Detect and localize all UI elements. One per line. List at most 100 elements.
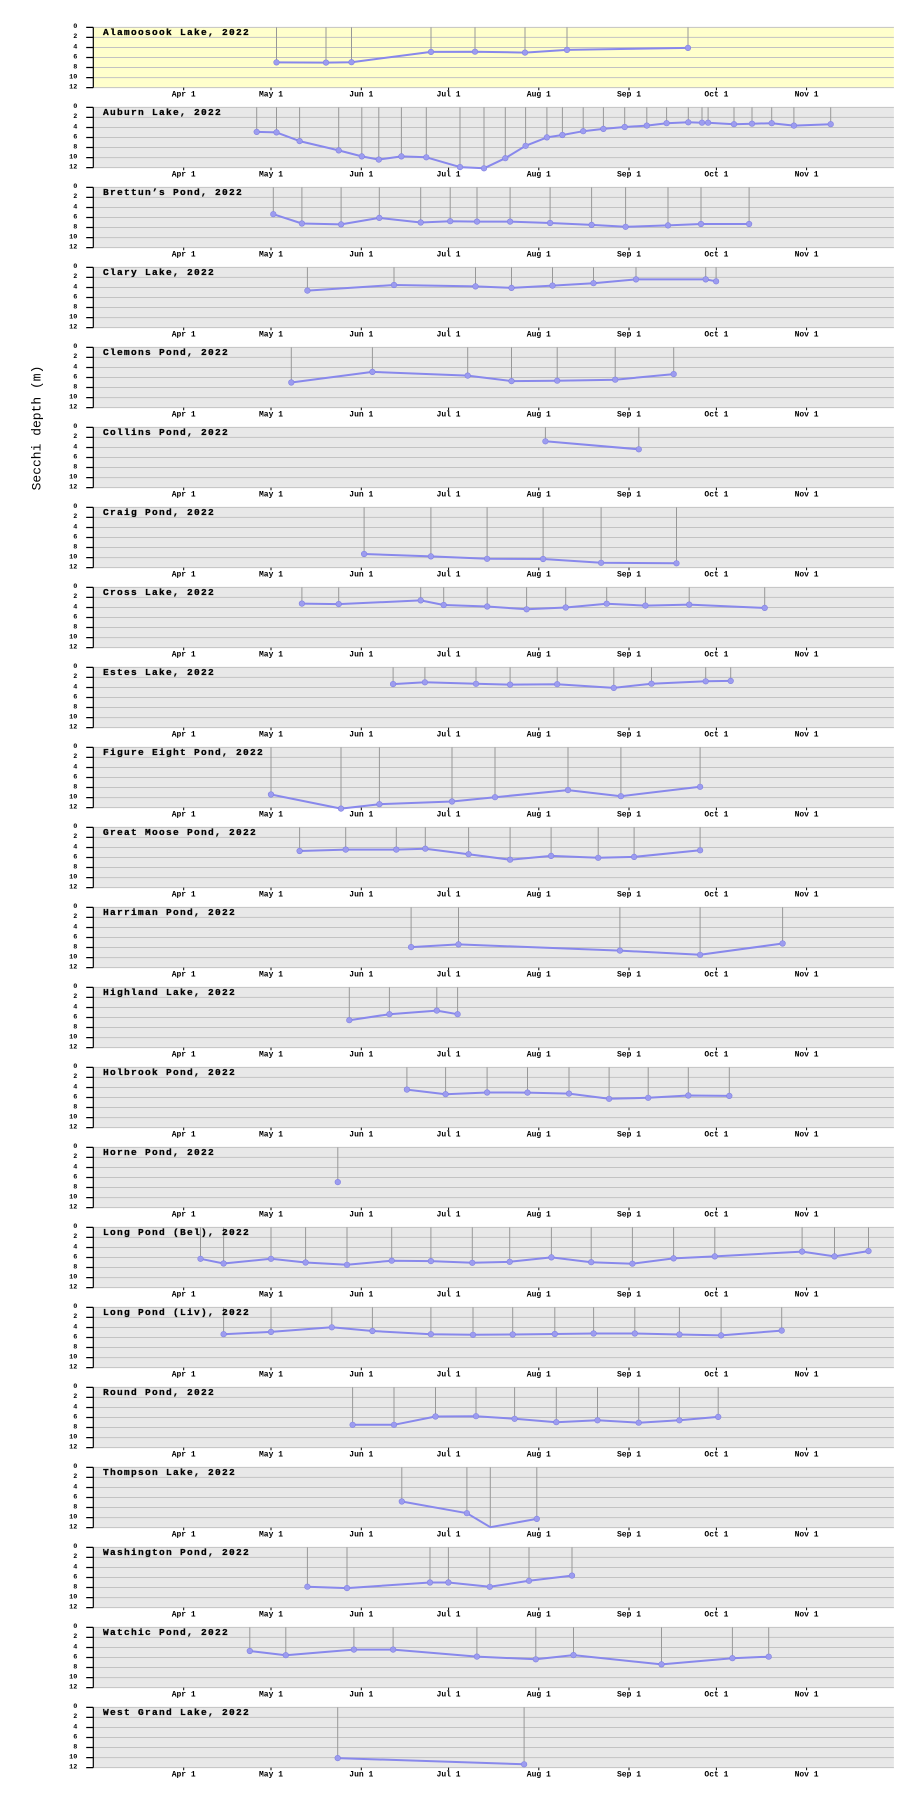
svg-text:10: 10 [69,73,77,81]
svg-text:Collins Pond, 2022: Collins Pond, 2022 [103,427,229,438]
svg-text:Sep 1: Sep 1 [617,1770,641,1779]
svg-text:Oct 1: Oct 1 [704,1130,728,1139]
svg-text:May 1: May 1 [259,810,283,819]
svg-text:10: 10 [69,953,77,961]
svg-text:Jun 1: Jun 1 [349,970,373,979]
svg-text:Apr 1: Apr 1 [172,1690,196,1699]
svg-text:Oct 1: Oct 1 [704,250,728,259]
svg-text:Nov 1: Nov 1 [795,1450,819,1459]
svg-text:Nov 1: Nov 1 [795,970,819,979]
svg-text:Sep 1: Sep 1 [617,330,641,339]
svg-text:Sep 1: Sep 1 [617,890,641,899]
svg-text:Jul 1: Jul 1 [437,1130,461,1139]
svg-text:0: 0 [73,423,77,431]
svg-text:Nov 1: Nov 1 [795,730,819,739]
svg-text:10: 10 [69,553,77,561]
svg-text:2: 2 [73,993,77,1001]
svg-text:Apr 1: Apr 1 [172,1290,196,1299]
svg-text:12: 12 [69,1443,77,1451]
svg-text:Jun 1: Jun 1 [349,650,373,659]
svg-text:10: 10 [69,233,77,241]
svg-text:Apr 1: Apr 1 [172,570,196,579]
svg-text:0: 0 [73,823,77,831]
svg-text:12: 12 [69,1603,77,1611]
svg-text:Apr 1: Apr 1 [172,810,196,819]
svg-text:Jul 1: Jul 1 [437,1210,461,1219]
svg-text:May 1: May 1 [259,970,283,979]
svg-text:6: 6 [73,1653,77,1661]
svg-text:Apr 1: Apr 1 [172,410,196,419]
svg-text:0: 0 [73,23,77,31]
svg-text:0: 0 [73,1463,77,1471]
svg-text:May 1: May 1 [259,1610,283,1619]
svg-text:0: 0 [73,1223,77,1231]
svg-text:12: 12 [69,963,77,971]
svg-text:0: 0 [73,663,77,671]
svg-text:Jun 1: Jun 1 [349,1050,373,1059]
svg-text:Aug 1: Aug 1 [527,1530,551,1539]
svg-text:2: 2 [73,1553,77,1561]
svg-text:12: 12 [69,1523,77,1531]
svg-text:0: 0 [73,1063,77,1071]
svg-text:May 1: May 1 [259,890,283,899]
svg-text:Jun 1: Jun 1 [349,730,373,739]
svg-text:Nov 1: Nov 1 [795,170,819,179]
svg-text:Oct 1: Oct 1 [704,1050,728,1059]
svg-text:12: 12 [69,1763,77,1771]
svg-text:Jul 1: Jul 1 [437,1610,461,1619]
svg-text:4: 4 [73,923,77,931]
svg-text:0: 0 [73,583,77,591]
svg-text:8: 8 [73,863,77,871]
svg-text:4: 4 [73,1323,77,1331]
svg-text:10: 10 [69,1113,77,1121]
svg-text:Aug 1: Aug 1 [527,170,551,179]
svg-text:Nov 1: Nov 1 [795,890,819,899]
svg-text:Apr 1: Apr 1 [172,90,196,99]
svg-text:8: 8 [73,543,77,551]
svg-text:Oct 1: Oct 1 [704,970,728,979]
svg-text:May 1: May 1 [259,490,283,499]
svg-text:May 1: May 1 [259,170,283,179]
svg-text:May 1: May 1 [259,1770,283,1779]
svg-text:Oct 1: Oct 1 [704,1610,728,1619]
svg-text:Jun 1: Jun 1 [349,1370,373,1379]
svg-text:12: 12 [69,803,77,811]
svg-text:4: 4 [73,443,77,451]
svg-text:Sep 1: Sep 1 [617,1050,641,1059]
svg-text:2: 2 [73,833,77,841]
svg-text:Apr 1: Apr 1 [172,1610,196,1619]
svg-text:12: 12 [69,1283,77,1291]
svg-text:Oct 1: Oct 1 [704,570,728,579]
svg-text:Jun 1: Jun 1 [349,410,373,419]
svg-text:12: 12 [69,403,77,411]
svg-text:Horne Pond, 2022: Horne Pond, 2022 [103,1147,215,1158]
svg-text:Oct 1: Oct 1 [704,1530,728,1539]
svg-text:6: 6 [73,1253,77,1261]
svg-text:Apr 1: Apr 1 [172,1450,196,1459]
svg-text:12: 12 [69,1363,77,1371]
svg-text:10: 10 [69,793,77,801]
svg-text:12: 12 [69,1203,77,1211]
svg-text:Apr 1: Apr 1 [172,890,196,899]
svg-text:Oct 1: Oct 1 [704,410,728,419]
svg-text:Aug 1: Aug 1 [527,1610,551,1619]
svg-text:Apr 1: Apr 1 [172,1530,196,1539]
svg-text:Aug 1: Aug 1 [527,650,551,659]
svg-text:Aug 1: Aug 1 [527,970,551,979]
svg-text:0: 0 [73,183,77,191]
svg-text:6: 6 [73,1413,77,1421]
svg-text:Jul 1: Jul 1 [437,490,461,499]
svg-text:2: 2 [73,1713,77,1721]
svg-text:Jul 1: Jul 1 [437,1450,461,1459]
svg-text:4: 4 [73,1003,77,1011]
svg-text:May 1: May 1 [259,90,283,99]
svg-text:Nov 1: Nov 1 [795,90,819,99]
svg-text:Aug 1: Aug 1 [527,1690,551,1699]
svg-text:8: 8 [73,1743,77,1751]
svg-text:0: 0 [73,263,77,271]
svg-text:12: 12 [69,723,77,731]
svg-text:2: 2 [73,1313,77,1321]
svg-text:Aug 1: Aug 1 [527,1290,551,1299]
svg-text:Aug 1: Aug 1 [527,1210,551,1219]
svg-text:10: 10 [69,873,77,881]
